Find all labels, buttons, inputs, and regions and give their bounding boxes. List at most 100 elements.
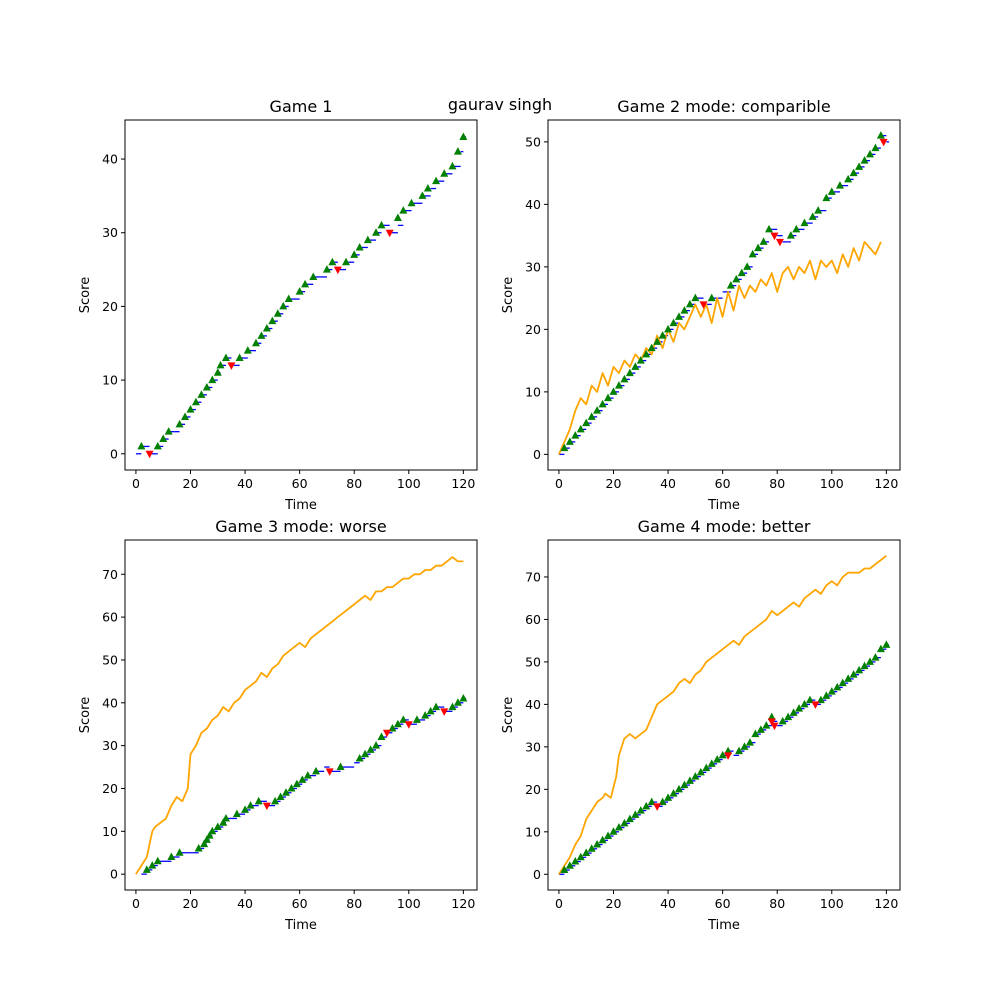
score-up-marker: [822, 691, 831, 699]
score-up-marker: [399, 206, 408, 214]
x-tick-label: 80: [346, 896, 362, 911]
score-up-marker: [254, 796, 263, 805]
x-tick-label: 40: [660, 896, 676, 911]
score-up-marker: [593, 406, 602, 414]
score-up-marker: [298, 775, 307, 783]
score-down-marker: [811, 701, 820, 709]
score-up-marker: [287, 783, 296, 792]
score-up-marker: [674, 784, 683, 793]
score-up-marker: [148, 861, 157, 869]
score-up-marker: [407, 198, 416, 207]
y-tick-label: 20: [102, 781, 118, 796]
score-up-marker: [216, 360, 225, 369]
score-up-marker: [855, 665, 864, 674]
score-up-marker: [835, 181, 844, 189]
score-up-marker: [309, 272, 318, 280]
score-up-marker: [301, 279, 310, 288]
score-up-marker: [849, 670, 858, 678]
y-tick-label: 0: [533, 867, 541, 882]
x-tick-label: 0: [132, 896, 140, 911]
score-down-marker: [262, 802, 271, 811]
score-up-marker: [844, 674, 853, 682]
score-up-marker: [295, 287, 304, 295]
score-up-marker: [576, 424, 585, 433]
y-tick-label: 20: [102, 299, 118, 314]
score-up-marker: [620, 818, 629, 827]
score-up-marker: [432, 702, 441, 711]
plot-area: [125, 540, 477, 890]
score-up-marker: [658, 797, 667, 806]
data-layer: [135, 132, 468, 459]
score-up-marker: [876, 644, 885, 653]
score-up-marker: [246, 801, 255, 809]
subplot-game-3: 0 20 40 60 80 100 120 0 10 20 30 40 50 60 70 Game 3 mod…: [78, 517, 478, 933]
score-up-marker: [669, 318, 678, 327]
score-up-marker: [137, 441, 146, 450]
x-tick-label: 40: [237, 896, 253, 911]
score-up-marker: [751, 729, 760, 738]
score-up-marker: [366, 745, 375, 753]
plot-frame: [124, 119, 478, 471]
x-tick-label: 0: [132, 476, 140, 491]
score-up-marker: [372, 228, 381, 236]
score-up-marker: [805, 695, 814, 704]
score-up-marker: [432, 176, 441, 185]
score-up-marker: [565, 861, 574, 869]
x-tick-label: 60: [292, 476, 308, 491]
score-up-marker: [423, 184, 432, 192]
score-up-marker: [268, 316, 277, 325]
score-up-marker: [865, 657, 874, 665]
subplot-title: Game 1: [270, 97, 333, 116]
score-up-marker: [276, 792, 285, 801]
score-up-marker: [620, 374, 629, 383]
score-up-marker: [560, 865, 569, 874]
score-up-marker: [571, 431, 580, 439]
score-up-marker: [855, 162, 864, 170]
subplot-title: Game 4 mode: better: [638, 517, 811, 536]
score-up-marker: [647, 797, 656, 806]
x-axis-label: Time: [707, 918, 740, 933]
x-tick-label: 20: [183, 476, 199, 491]
x-tick-label: 40: [237, 476, 253, 491]
y-tick-label: 50: [525, 654, 541, 669]
score-up-marker: [284, 294, 293, 303]
score-up-marker: [844, 174, 853, 183]
score-up-marker: [664, 324, 673, 333]
y-tick-label: 50: [525, 134, 541, 149]
score-up-marker: [871, 143, 880, 152]
score-up-marker: [440, 169, 449, 177]
score-up-marker: [576, 852, 585, 861]
score-up-marker: [399, 715, 408, 723]
score-up-marker: [361, 749, 370, 758]
score-up-marker: [647, 343, 656, 352]
score-up-marker: [735, 746, 744, 755]
score-up-marker: [241, 805, 250, 813]
score-up-marker: [181, 412, 190, 420]
score-up-marker: [680, 306, 689, 314]
score-up-marker: [609, 827, 618, 835]
score-down-marker: [145, 450, 154, 459]
score-down-marker: [404, 721, 413, 729]
y-axis-label: Score: [501, 697, 516, 733]
score-up-marker: [707, 293, 716, 302]
score-up-marker: [786, 231, 795, 239]
score-up-marker: [732, 274, 741, 283]
score-up-marker: [745, 738, 754, 746]
score-up-marker: [363, 235, 372, 244]
x-tick-label: 20: [606, 896, 622, 911]
score-up-marker: [680, 780, 689, 789]
score-up-marker: [827, 687, 836, 695]
score-up-marker: [871, 653, 880, 661]
score-up-marker: [336, 762, 345, 771]
x-tick-label: 80: [769, 896, 785, 911]
score-up-marker: [322, 265, 331, 273]
score-down-marker: [227, 362, 236, 370]
score-down-marker: [440, 708, 449, 716]
score-up-marker: [312, 766, 321, 775]
score-up-marker: [800, 699, 809, 708]
score-up-marker: [636, 806, 645, 814]
score-down-marker: [879, 138, 888, 147]
y-tick-label: 40: [102, 695, 118, 710]
score-up-marker: [691, 293, 700, 302]
score-up-marker: [754, 243, 763, 252]
